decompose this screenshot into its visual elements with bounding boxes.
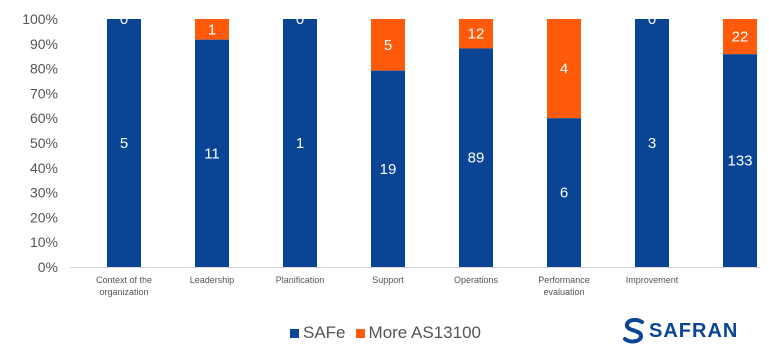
legend-swatch-safe: [290, 328, 299, 338]
safran-logo-text: SAFRAN: [649, 319, 739, 342]
x-category-label: Improvement: [626, 275, 679, 285]
data-label-safe: 11: [204, 145, 220, 162]
y-tick-label: 90%: [30, 36, 58, 52]
legend-label-more-as13100: More AS13100: [368, 323, 481, 342]
bar-safe: [547, 118, 581, 267]
data-label-safe: 6: [560, 185, 568, 202]
bar-safe: [459, 48, 493, 267]
x-category-label: evaluation: [543, 287, 584, 297]
bar-more-as13100: [547, 19, 581, 119]
data-label-safe: 89: [468, 150, 485, 167]
data-label-more-as13100: 12: [468, 26, 485, 43]
data-label-more-as13100: 1: [208, 21, 216, 38]
x-category-label: Leadership: [190, 275, 235, 285]
safran-logo: SAFRAN: [622, 318, 738, 344]
x-axis-labels: Context of the organization Leadership Plan…: [96, 275, 679, 297]
bar-safe: [371, 70, 405, 268]
x-category-label: Support: [372, 275, 404, 285]
x-category-label: Planification: [276, 275, 325, 285]
x-category-label: Operations: [454, 275, 499, 285]
y-tick-label: 30%: [30, 185, 58, 201]
bar-safe: [195, 39, 229, 267]
y-tick-label: 60%: [30, 110, 58, 126]
legend-item-safe: SAFe: [290, 323, 346, 343]
y-tick-label: 10%: [30, 234, 58, 250]
x-category-label: organization: [99, 287, 148, 297]
bar-safe: [723, 54, 757, 268]
data-label-more-as13100: 5: [384, 37, 392, 54]
data-label-safe: 3: [648, 135, 656, 152]
data-label-safe: 19: [380, 161, 397, 178]
data-label-safe: 133: [727, 153, 752, 170]
bar-more-as13100: [459, 19, 493, 49]
legend: SAFe More AS13100: [290, 323, 491, 343]
data-label-more-as13100: 0: [120, 11, 128, 28]
data-label-more-as13100: 22: [732, 29, 749, 46]
y-tick-label: 70%: [30, 85, 58, 101]
data-label-more-as13100: 0: [296, 11, 304, 28]
data-label-safe: 5: [120, 135, 128, 152]
y-axis-ticks: 0% 10% 20% 30% 40% 50% 60% 70% 80% 90% 100%: [22, 11, 58, 275]
legend-label-safe: SAFe: [303, 323, 346, 342]
bar-more-as13100: [195, 19, 229, 40]
y-tick-label: 100%: [22, 11, 58, 27]
x-category-label: Context of the: [96, 275, 152, 285]
data-label-more-as13100: 0: [648, 11, 656, 28]
x-category-label: Performance: [538, 275, 590, 285]
y-tick-label: 50%: [30, 135, 58, 151]
bar-safe: [635, 19, 669, 267]
y-tick-label: 0%: [38, 259, 58, 275]
bar-more-as13100: [723, 19, 757, 55]
data-label-more-as13100: 4: [560, 61, 568, 78]
stacked-bar-chart: 0%10%20%30%40%50%60%70%80%90%100% 501111…: [22, 11, 760, 297]
bar-safe: [107, 19, 141, 267]
bar-more-as13100: [371, 19, 405, 71]
y-tick-label: 80%: [30, 61, 58, 77]
bar-safe: [283, 19, 317, 267]
y-tick-label: 20%: [30, 209, 58, 225]
legend-swatch-more-as13100: [355, 328, 365, 338]
safran-logo-mark-icon: [623, 318, 644, 344]
legend-item-more-as13100: More AS13100: [355, 323, 481, 343]
y-tick-label: 40%: [30, 160, 58, 176]
data-label-safe: 1: [296, 135, 304, 152]
